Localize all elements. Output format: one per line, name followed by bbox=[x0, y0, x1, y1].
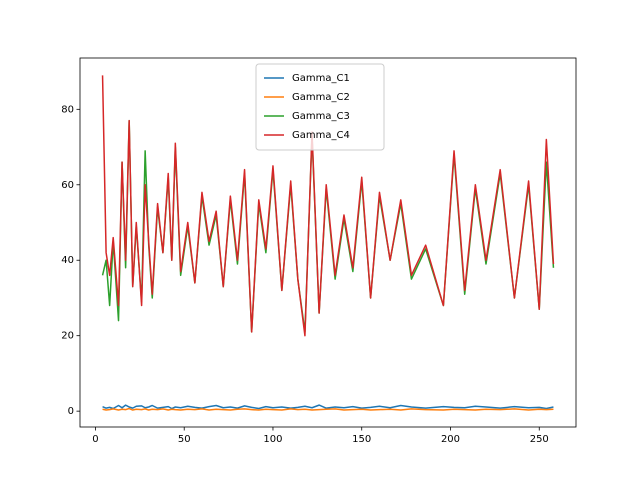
y-tick-label: 60 bbox=[61, 180, 74, 191]
legend-box bbox=[255, 63, 385, 151]
x-tick-label: 150 bbox=[352, 434, 371, 445]
legend-label: Gamma_C2 bbox=[292, 92, 350, 103]
x-tick-label: 0 bbox=[92, 434, 98, 445]
series-line bbox=[101, 75, 555, 337]
x-tick-label: 250 bbox=[530, 434, 549, 445]
plot-frame bbox=[79, 57, 577, 428]
legend: Gamma_C1 Gamma_C2 Gamma_C3 Gamma_C4 bbox=[255, 63, 385, 151]
x-tick-label: 50 bbox=[178, 434, 191, 445]
series-line bbox=[102, 407, 554, 411]
y-tick-label: 20 bbox=[61, 331, 74, 342]
y-tick-label: 40 bbox=[61, 255, 74, 266]
x-tick-label: 100 bbox=[263, 434, 282, 445]
series-line bbox=[102, 404, 554, 410]
legend-label: Gamma_C4 bbox=[292, 130, 350, 141]
legend-label: Gamma_C1 bbox=[292, 73, 350, 84]
y-tick-label: 80 bbox=[61, 104, 74, 115]
x-tick-label: 200 bbox=[441, 434, 460, 445]
y-tick-label: 0 bbox=[68, 406, 74, 417]
legend-label: Gamma_C3 bbox=[292, 111, 350, 122]
